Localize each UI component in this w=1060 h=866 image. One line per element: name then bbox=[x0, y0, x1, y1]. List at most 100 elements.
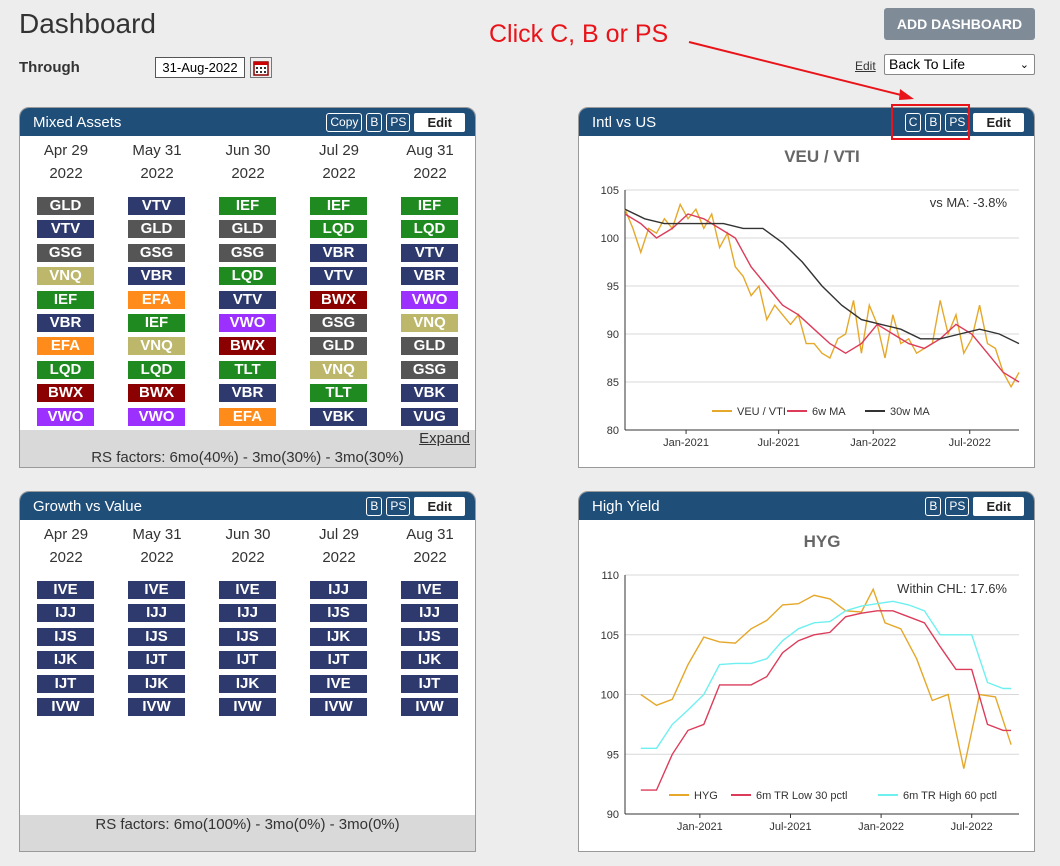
copy-button[interactable]: Copy bbox=[326, 113, 363, 132]
ticker-badge[interactable]: VTV bbox=[219, 290, 276, 309]
ps-button[interactable]: PS bbox=[386, 113, 411, 132]
ticker-badge[interactable]: VWO bbox=[219, 314, 276, 332]
edit-button[interactable]: Edit bbox=[414, 113, 465, 132]
ticker-badge[interactable]: GSG bbox=[401, 360, 458, 379]
expand-link[interactable]: Expand bbox=[419, 430, 470, 447]
ticker-badge[interactable]: IJT bbox=[310, 651, 367, 670]
ticker-badge[interactable]: IVE bbox=[310, 674, 367, 693]
ticker-badge[interactable]: VNQ bbox=[37, 267, 94, 286]
b-button[interactable]: B bbox=[366, 497, 383, 516]
ticker-badge[interactable]: IJK bbox=[219, 674, 276, 693]
ticker-badge[interactable]: IEF bbox=[219, 197, 276, 215]
ps-button[interactable]: PS bbox=[945, 497, 970, 516]
ticker-badge[interactable]: VNQ bbox=[310, 360, 367, 379]
ticker-badge[interactable]: IJT bbox=[401, 674, 458, 693]
ticker-badge[interactable]: VWO bbox=[37, 407, 94, 426]
ticker-badge[interactable]: IEF bbox=[37, 290, 94, 309]
ticker-badge[interactable]: LQD bbox=[401, 220, 458, 239]
ticker-badge[interactable]: LQD bbox=[37, 360, 94, 379]
ticker-badge[interactable]: IJS bbox=[128, 627, 185, 646]
ticker-badge[interactable]: IJS bbox=[401, 627, 458, 646]
ticker-badge[interactable]: IJJ bbox=[219, 604, 276, 623]
ticker-badge[interactable]: GLD bbox=[37, 197, 94, 215]
ticker-badge[interactable]: VWO bbox=[128, 407, 185, 426]
ticker-badge[interactable]: IVW bbox=[219, 698, 276, 716]
ticker-badge[interactable]: GSG bbox=[310, 314, 367, 332]
ticker-badge[interactable]: GSG bbox=[37, 243, 94, 262]
ticker-badge[interactable]: TLT bbox=[310, 384, 367, 403]
ticker-badge[interactable]: VTV bbox=[128, 197, 185, 215]
ticker-badge[interactable]: VBR bbox=[128, 267, 185, 286]
ticker-badge[interactable]: VTV bbox=[401, 243, 458, 262]
ticker-badge[interactable]: IJS bbox=[310, 604, 367, 623]
ticker-badge[interactable]: VBK bbox=[401, 384, 458, 403]
ticker-badge[interactable]: IJS bbox=[37, 627, 94, 646]
hyg-chart: HYG 90 95 100 105 110 Jan-2021 Jul-2021 Jan-2022… bbox=[601, 532, 1019, 833]
ticker-badge[interactable]: IJT bbox=[128, 651, 185, 670]
ps-button[interactable]: PS bbox=[386, 497, 411, 516]
ticker-badge[interactable]: IVE bbox=[401, 581, 458, 599]
ticker-badge[interactable]: IJJ bbox=[128, 604, 185, 623]
ticker-badge[interactable]: LQD bbox=[128, 360, 185, 379]
ticker-badge[interactable]: EFA bbox=[128, 290, 185, 309]
ticker-badge[interactable]: GLD bbox=[219, 220, 276, 239]
ticker-badge[interactable]: IJT bbox=[219, 651, 276, 670]
ticker-badge[interactable]: BWX bbox=[310, 290, 367, 309]
ticker-badge[interactable]: VBR bbox=[37, 314, 94, 332]
dashboard-edit-link[interactable]: Edit bbox=[855, 59, 876, 73]
ticker-badge[interactable]: VBR bbox=[219, 384, 276, 403]
c-button[interactable]: C bbox=[904, 113, 922, 132]
ticker-badge[interactable]: BWX bbox=[128, 384, 185, 403]
ticker-badge[interactable]: IJT bbox=[37, 674, 94, 693]
ticker-badge[interactable]: VTV bbox=[310, 267, 367, 286]
ticker-badge[interactable]: IVW bbox=[310, 698, 367, 716]
ticker-badge[interactable]: VBK bbox=[310, 407, 367, 426]
ticker-badge[interactable]: IJJ bbox=[37, 604, 94, 623]
ticker-badge[interactable]: BWX bbox=[37, 384, 94, 403]
ticker-badge[interactable]: GSG bbox=[219, 243, 276, 262]
ticker-badge[interactable]: IEF bbox=[401, 197, 458, 215]
b-button[interactable]: B bbox=[366, 113, 383, 132]
b-button[interactable]: B bbox=[925, 497, 942, 516]
ticker-badge[interactable]: IJK bbox=[37, 651, 94, 670]
ticker-badge[interactable]: EFA bbox=[219, 407, 276, 426]
ticker-badge[interactable]: IJJ bbox=[310, 581, 367, 599]
date-input[interactable]: 31-Aug-2022 bbox=[155, 57, 245, 78]
ticker-badge[interactable]: GLD bbox=[128, 220, 185, 239]
ticker-badge[interactable]: VUG bbox=[401, 407, 458, 426]
calendar-icon[interactable] bbox=[250, 57, 272, 78]
ticker-badge[interactable]: VTV bbox=[37, 220, 94, 239]
ticker-badge[interactable]: IVW bbox=[128, 698, 185, 716]
ticker-badge[interactable]: VNQ bbox=[128, 337, 185, 356]
edit-button[interactable]: Edit bbox=[973, 497, 1024, 516]
dashboard-select[interactable]: Back To Life ⌄ bbox=[884, 54, 1035, 75]
ticker-badge[interactable]: IJK bbox=[401, 651, 458, 670]
ticker-badge[interactable]: IJK bbox=[128, 674, 185, 693]
add-dashboard-button[interactable]: ADD DASHBOARD bbox=[884, 8, 1035, 40]
ticker-badge[interactable]: BWX bbox=[219, 337, 276, 356]
ticker-badge[interactable]: EFA bbox=[37, 337, 94, 356]
ticker-badge[interactable]: VWO bbox=[401, 290, 458, 309]
ticker-badge[interactable]: GLD bbox=[310, 337, 367, 356]
ticker-badge[interactable]: IVW bbox=[37, 698, 94, 716]
ticker-badge[interactable]: LQD bbox=[219, 267, 276, 286]
ticker-badge[interactable]: TLT bbox=[219, 360, 276, 379]
ticker-badge[interactable]: IJJ bbox=[401, 604, 458, 623]
ticker-badge[interactable]: IVW bbox=[401, 698, 458, 716]
ticker-badge[interactable]: IVE bbox=[219, 581, 276, 599]
ticker-badge[interactable]: VBR bbox=[310, 243, 367, 262]
ticker-badge[interactable]: GLD bbox=[401, 337, 458, 356]
edit-button[interactable]: Edit bbox=[973, 113, 1024, 132]
ticker-badge[interactable]: IVE bbox=[128, 581, 185, 599]
ticker-badge[interactable]: IEF bbox=[310, 197, 367, 215]
ticker-badge[interactable]: IVE bbox=[37, 581, 94, 599]
ticker-badge[interactable]: IJS bbox=[219, 627, 276, 646]
edit-button[interactable]: Edit bbox=[414, 497, 465, 516]
ticker-badge[interactable]: VNQ bbox=[401, 314, 458, 332]
ticker-badge[interactable]: IJK bbox=[310, 627, 367, 646]
ticker-badge[interactable]: LQD bbox=[310, 220, 367, 239]
ticker-badge[interactable]: IEF bbox=[128, 314, 185, 332]
ticker-badge[interactable]: VBR bbox=[401, 267, 458, 286]
b-button[interactable]: B bbox=[925, 113, 942, 132]
ticker-badge[interactable]: GSG bbox=[128, 243, 185, 262]
